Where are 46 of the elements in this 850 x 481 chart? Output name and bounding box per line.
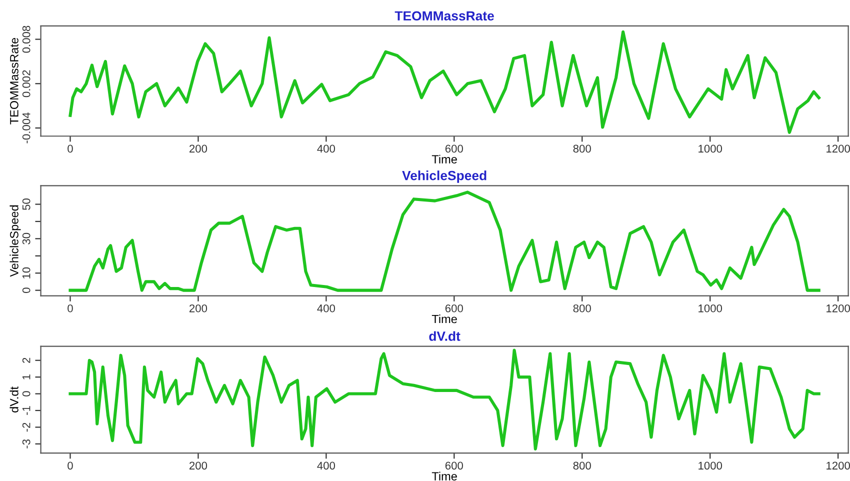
y-tick-label: 0.008 xyxy=(22,26,30,53)
chart-title: VehicleSpeed xyxy=(402,170,486,183)
x-tick-label: 1000 xyxy=(698,144,722,153)
y-axis-title: VehicleSpeed xyxy=(10,205,21,277)
x-axis-title: Time xyxy=(432,314,457,324)
y-tick-label: -1 xyxy=(22,406,30,415)
y-tick-label: 0 xyxy=(22,391,30,396)
y-tick-label: 10 xyxy=(22,267,30,278)
x-tick-label: 200 xyxy=(189,304,208,312)
x-tick-label: 400 xyxy=(317,304,336,312)
y-tick-label: -3 xyxy=(22,439,30,448)
y-tick-label: 0 xyxy=(22,288,30,293)
line-series xyxy=(68,348,820,450)
x-tick-label: 1200 xyxy=(826,144,850,153)
x-tick-label: 200 xyxy=(189,462,208,470)
x-tick-label: 200 xyxy=(189,144,208,153)
y-axis-title: dV.dt xyxy=(10,386,18,412)
y-tick-label: -2 xyxy=(22,422,30,432)
x-tick-label: 800 xyxy=(573,462,591,470)
x-tick-label: 0 xyxy=(68,462,73,470)
y-tick-label: -0.004 xyxy=(22,112,30,144)
x-tick-label: 400 xyxy=(317,462,336,470)
line-series xyxy=(68,190,820,292)
x-tick-label: 800 xyxy=(573,304,591,312)
y-tick-label: 2 xyxy=(22,358,30,363)
x-tick-label: 1000 xyxy=(698,462,722,470)
y-tick-label: 30 xyxy=(22,232,30,244)
x-tick-label: 1200 xyxy=(826,304,850,312)
x-tick-label: 800 xyxy=(573,144,591,153)
y-tick-label: 50 xyxy=(22,198,30,210)
y-tick-label: 0.002 xyxy=(22,70,30,98)
x-tick-label: 0 xyxy=(68,304,73,312)
line-series xyxy=(68,30,820,134)
x-tick-label: 600 xyxy=(445,462,463,470)
x-tick-label: 1000 xyxy=(698,304,722,312)
y-axis-title: TEOMMassRate xyxy=(10,38,18,124)
chart-title: TEOMMassRate xyxy=(394,11,494,21)
chart-title: dV.dt xyxy=(429,331,460,341)
x-tick-label: 600 xyxy=(445,144,463,153)
x-tick-label: 0 xyxy=(68,144,73,153)
x-axis-title: Time xyxy=(432,154,457,164)
x-tick-label: 600 xyxy=(445,304,463,312)
y-tick-label: 1 xyxy=(22,374,30,380)
x-tick-label: 400 xyxy=(317,144,336,153)
x-tick-label: 1200 xyxy=(826,462,850,470)
x-axis-title: Time xyxy=(432,472,457,480)
